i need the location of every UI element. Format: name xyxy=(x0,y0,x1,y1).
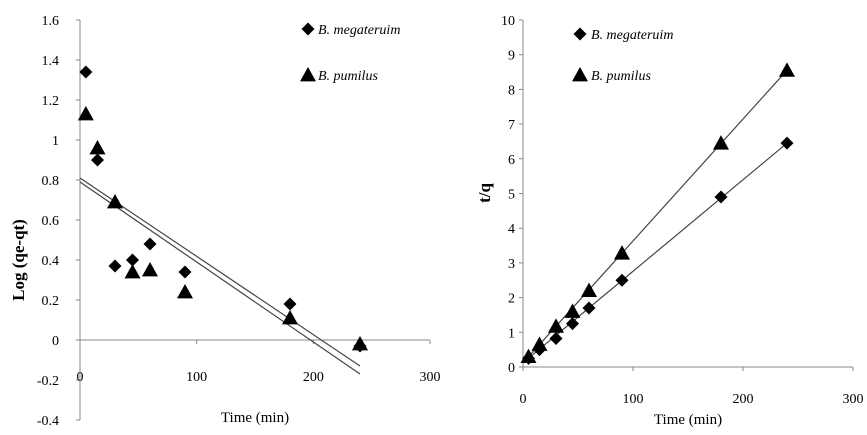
right-y-tick-label: 1 xyxy=(508,326,515,341)
right-diamond-point xyxy=(566,317,579,331)
right-diamond-point xyxy=(780,136,794,150)
left-x-tick-label: 0 xyxy=(77,370,84,385)
left-diamond-point xyxy=(108,259,122,273)
left-triangle-point xyxy=(77,106,94,121)
right-y-tick-label: 6 xyxy=(508,153,515,168)
right-y-tick-label: 2 xyxy=(508,292,515,307)
left-y-tick-label: 0.4 xyxy=(42,254,60,269)
right-y-tick-label: 8 xyxy=(508,83,515,98)
right-triangle-point xyxy=(713,135,729,150)
left-y-tick-label: -0.2 xyxy=(37,374,59,389)
right-x-tick-label: 0 xyxy=(520,392,527,407)
left-diamond-point xyxy=(283,297,297,311)
left-y-tick-label: 0.6 xyxy=(42,214,60,229)
left-y-tick-label: 1 xyxy=(52,134,59,149)
right-legend-label: B. pumilus xyxy=(591,69,651,84)
left-legend-label: B. pumilus xyxy=(318,69,378,84)
right-triangle-point xyxy=(779,62,795,77)
right-y-tick-label: 0 xyxy=(508,361,515,376)
left-y-axis-title: Log (qe-qt) xyxy=(9,219,28,301)
left-x-axis-title: Time (min) xyxy=(221,410,289,426)
right-x-axis-title: Time (min) xyxy=(654,412,722,428)
right-x-tick-label: 300 xyxy=(843,392,864,407)
right-y-tick-label: 4 xyxy=(508,222,515,237)
right-y-tick-label: 9 xyxy=(508,49,515,64)
left-diamond-point xyxy=(178,265,192,279)
left-trendline xyxy=(79,181,361,375)
right-y-tick-label: 5 xyxy=(508,188,515,203)
right-triangle-point xyxy=(614,245,630,260)
left-diamond-point xyxy=(126,253,139,267)
right-x-tick-label: 100 xyxy=(623,392,644,407)
left-diamond-point xyxy=(143,237,157,251)
right-triangle-point xyxy=(531,336,548,351)
left-triangle-point xyxy=(107,194,123,209)
left-y-tick-label: -0.4 xyxy=(37,414,59,429)
left-legend-triangle-marker xyxy=(300,67,316,82)
right-y-axis-title: t/q xyxy=(475,183,494,203)
right-triangle-point xyxy=(564,303,581,318)
right-diamond-point xyxy=(582,301,596,315)
left-x-tick-label: 300 xyxy=(420,370,441,385)
left-y-tick-label: 1.2 xyxy=(42,94,60,109)
left-diamond-point xyxy=(79,65,93,79)
left-triangle-point xyxy=(352,336,368,351)
right-diamond-point xyxy=(615,273,629,287)
right-trendline xyxy=(522,142,788,364)
right-y-tick-label: 3 xyxy=(508,257,515,272)
right-x-tick-label: 200 xyxy=(733,392,754,407)
right-trendline xyxy=(522,69,788,364)
right-legend-triangle-marker xyxy=(572,67,588,82)
left-diamond-point xyxy=(91,153,104,167)
left-y-tick-label: 0.2 xyxy=(42,294,60,309)
right-legend-label: B. megateruim xyxy=(591,28,673,43)
right-triangle-point xyxy=(520,348,537,363)
left-triangle-point xyxy=(142,262,158,277)
right-triangle-point xyxy=(548,318,564,333)
right-legend-diamond-marker xyxy=(573,27,587,41)
right-y-tick-label: 7 xyxy=(508,118,515,133)
left-triangle-point xyxy=(177,284,193,299)
left-legend-label: B. megateruim xyxy=(318,23,400,38)
right-triangle-point xyxy=(581,282,597,298)
left-triangle-point xyxy=(124,264,141,279)
left-triangle-point xyxy=(282,310,298,325)
left-legend-diamond-marker xyxy=(301,22,315,36)
left-triangle-point xyxy=(89,140,106,155)
left-x-tick-label: 200 xyxy=(303,370,324,385)
left-y-tick-label: 1.6 xyxy=(42,14,60,29)
left-x-tick-label: 100 xyxy=(186,370,207,385)
right-diamond-point xyxy=(549,332,563,346)
left-y-tick-label: 0 xyxy=(52,334,59,349)
right-diamond-point xyxy=(714,190,728,204)
left-y-tick-label: 0.8 xyxy=(42,174,60,189)
left-trendline xyxy=(79,177,361,367)
left-y-tick-label: 1.4 xyxy=(42,54,60,69)
right-y-tick-label: 10 xyxy=(501,14,515,29)
